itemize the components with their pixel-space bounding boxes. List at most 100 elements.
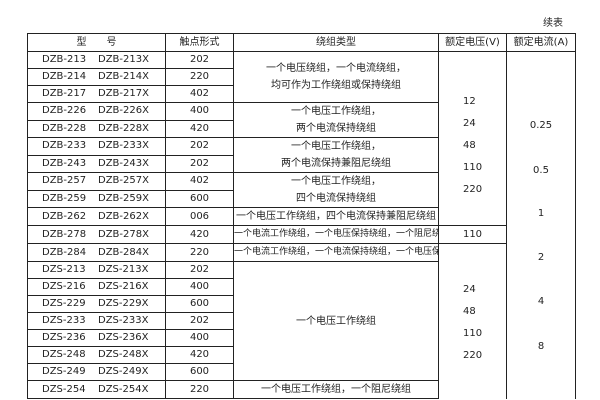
table-row: DZB-257 DZB-257X 402 一个电压工作绕组， 四个电流保持绕组 [27,172,576,208]
relay-spec-table: 型 号 触点形式 绕组类型 额定电压(V) 额定电流(A) DZB-213 DZB… [27,33,576,399]
model-number: DZB-226 [42,105,87,117]
contact-cell: 600 [165,189,234,208]
model-number-x: DZS-236X [98,332,149,343]
voltage-value: 220 [463,350,483,361]
winding-text: 一个电压绕组，一个电流绕组， [266,63,406,74]
contact-cell: 402 [165,85,234,103]
model-number-x: DZB-214X [98,71,149,82]
model-number-x: DZS-254X [98,383,149,395]
model-number-x: DZB-233X [98,140,149,152]
model-number-x: DZS-213X [98,264,149,275]
model-cell: DZB-257 DZB-257X [27,172,166,191]
table-row: DZS-236 DZS-236X 400 [27,329,576,347]
header-winding: 绕组类型 [233,33,439,52]
header-model: 型 号 [27,33,166,52]
model-number: DZB-214 [42,71,87,82]
voltage-value: 110 [463,328,483,339]
model-number: DZS-254 [42,383,86,395]
table-row: DZB-278 DZB-278X 420 一个电流工作绕组，一个电压保持绕组，一个阻尼… [27,225,576,244]
model-number-x: DZB-228X [98,122,149,134]
model-cell: DZB-233 DZB-233X [27,137,166,156]
table-row: DZS-233 DZS-233X 202 [27,312,576,330]
current-value: 1 [537,208,545,219]
model-number-x: DZB-213X [98,54,149,65]
table-row: DZB-217 DZB-217X 402 [27,85,576,103]
contact-cell: 220 [165,380,234,399]
model-cell: DZS-233 DZS-233X [27,312,166,330]
contact-cell: 202 [165,154,234,173]
model-number: DZB-259 [42,192,87,204]
winding-cell: 一个电流工作绕组，一个电压保持绕组，一个阻尼绕组 [233,225,439,244]
table-row: DZS-248 DZS-248X 420 [27,346,576,364]
model-number: DZS-216 [42,281,86,292]
voltage-value: 48 [463,140,476,151]
winding-text: 一个电压工作绕组， [291,176,381,187]
table-row: DZB-213 DZB-213X 202 一个电压绕组，一个电流绕组， 均可作为工作绕组… [27,51,576,399]
model-cell: DZS-254 DZS-254X [27,380,166,399]
contact-cell: 402 [165,172,234,191]
winding-text: 一个电压工作绕组，四个电流保持兼阻尼绕组 [236,211,436,222]
current-value: 0.5 [533,165,549,176]
voltage-value: 110 [463,162,483,173]
contact-cell: 202 [165,261,234,279]
voltage-value: 48 [463,306,476,317]
contact-cell: 420 [165,346,234,364]
winding-text: 一个电压工作绕组，一个阻尼绕组 [261,384,411,395]
current-value: 4 [537,296,545,307]
winding-text: 四个电流保持绕组 [296,193,376,204]
model-number-x: DZB-259X [98,192,149,204]
voltage-value: 24 [463,284,476,295]
contact-cell: 420 [165,119,234,138]
model-number: DZB-233 [42,140,87,152]
table-row: DZS-213 DZS-213X 202 一个电压工作绕组 [27,261,576,381]
model-number: DZS-248 [42,349,86,360]
winding-text: 一个电流工作绕组，一个电压保持绕组，一个阻尼绕组 [234,229,439,239]
model-number: DZB-278 [42,228,87,240]
model-cell: DZS-229 DZS-229X [27,295,166,313]
winding-text: 一个电压工作绕组， [291,141,381,152]
model-number: DZS-236 [42,332,86,343]
table-row: DZS-254 DZS-254X 220 一个电压工作绕组，一个阻尼绕组 [27,380,576,399]
header-current: 额定电流(A) [506,33,576,52]
model-cell: DZB-226 DZB-226X [27,102,166,121]
model-cell: DZB-262 DZB-262X [27,207,166,226]
model-cell: DZB-228 DZB-228X [27,119,166,138]
contact-cell: 220 [165,243,234,262]
model-cell: DZS-248 DZS-248X [27,346,166,364]
model-number-x: DZS-233X [98,315,149,326]
current-value: 8 [537,341,545,352]
model-number-x: DZS-249X [98,366,149,377]
model-number-x: DZB-226X [98,105,149,117]
model-number-x: DZB-243X [98,157,149,169]
winding-text: 两个电流保持兼阻尼绕组 [281,158,391,169]
contact-cell: 202 [165,51,234,69]
winding-cell: 一个电流工作绕组，一个电流保持绕组，一个电压保持绕组 [233,243,439,262]
header-row: 型 号 触点形式 绕组类型 额定电压(V) 额定电流(A) [27,33,576,52]
winding-cell: 一个电压工作绕组， 两个电流保持兼阻尼绕组 [233,137,439,173]
winding-text: 一个电流工作绕组，一个电流保持绕组，一个电压保持绕组 [234,247,438,257]
model-cell: DZS-216 DZS-216X [27,278,166,296]
table-row: DZB-284 DZB-284X 220 一个电流工作绕组，一个电流保持绕组，一个电压… [27,243,576,399]
model-number: DZB-228 [42,122,87,134]
model-cell: DZB-213 DZB-213X [27,51,166,69]
voltage-cell: 110 [438,225,507,244]
model-cell: DZB-278 DZB-278X [27,225,166,244]
winding-text: 一个电压工作绕组， [291,106,381,117]
model-cell: DZS-249 DZS-249X [27,363,166,381]
winding-cell: 一个电压工作绕组，四个电流保持兼阻尼绕组 [233,207,439,226]
winding-text: 均可作为工作绕组或保持绕组 [271,80,401,91]
model-cell: DZB-217 DZB-217X [27,85,166,103]
contact-cell: 400 [165,329,234,347]
table-row: DZS-216 DZS-216X 400 [27,278,576,296]
model-number-x: DZB-257X [98,175,149,187]
table-row: DZB-214 DZB-214X 220 [27,68,576,86]
contact-cell: 202 [165,137,234,156]
model-number: DZS-229 [42,298,86,309]
model-number-x: DZS-248X [98,349,149,360]
winding-cell: 一个电压工作绕组， 两个电流保持绕组 [233,102,439,138]
current-value: 0.25 [529,120,553,131]
voltage-value: 220 [463,184,483,195]
contact-cell: 006 [165,207,234,226]
model-number: DZB-213 [42,54,87,65]
model-number-x: DZB-217X [98,88,149,99]
